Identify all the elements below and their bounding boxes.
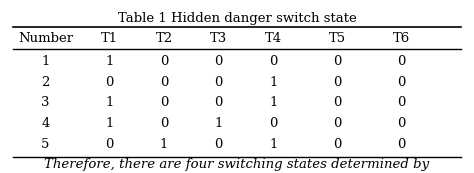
Text: T4: T4 (265, 32, 282, 45)
Text: 0: 0 (397, 55, 405, 68)
Text: 1: 1 (215, 117, 223, 130)
Text: T6: T6 (392, 32, 410, 45)
Text: 1: 1 (41, 55, 50, 68)
Text: 0: 0 (215, 96, 223, 110)
Text: 0: 0 (397, 138, 405, 151)
Text: T1: T1 (100, 32, 118, 45)
Text: 0: 0 (105, 138, 113, 151)
Text: Number: Number (18, 32, 73, 45)
Text: 0: 0 (333, 96, 342, 110)
Text: 1: 1 (105, 96, 113, 110)
Text: 0: 0 (215, 138, 223, 151)
Text: 1: 1 (105, 117, 113, 130)
Text: 0: 0 (269, 117, 278, 130)
Text: T5: T5 (329, 32, 346, 45)
Text: 0: 0 (160, 96, 168, 110)
Text: 0: 0 (160, 117, 168, 130)
Text: Therefore, there are four switching states determined by: Therefore, there are four switching stat… (45, 158, 429, 171)
Text: 0: 0 (160, 76, 168, 89)
Text: 3: 3 (41, 96, 50, 110)
Text: 1: 1 (269, 96, 278, 110)
Text: 1: 1 (160, 138, 168, 151)
Text: T2: T2 (155, 32, 173, 45)
Text: Table 1 Hidden danger switch state: Table 1 Hidden danger switch state (118, 12, 356, 25)
Text: 1: 1 (105, 55, 113, 68)
Text: 0: 0 (269, 55, 278, 68)
Text: 4: 4 (41, 117, 50, 130)
Text: 0: 0 (215, 55, 223, 68)
Text: 0: 0 (105, 76, 113, 89)
Text: 0: 0 (397, 76, 405, 89)
Text: 2: 2 (41, 76, 50, 89)
Text: 0: 0 (160, 55, 168, 68)
Text: 0: 0 (397, 117, 405, 130)
Text: 0: 0 (215, 76, 223, 89)
Text: 0: 0 (333, 55, 342, 68)
Text: T3: T3 (210, 32, 228, 45)
Text: 0: 0 (333, 76, 342, 89)
Text: 1: 1 (269, 138, 278, 151)
Text: 1: 1 (269, 76, 278, 89)
Text: 0: 0 (333, 117, 342, 130)
Text: 5: 5 (41, 138, 50, 151)
Text: 0: 0 (397, 96, 405, 110)
Text: 0: 0 (333, 138, 342, 151)
